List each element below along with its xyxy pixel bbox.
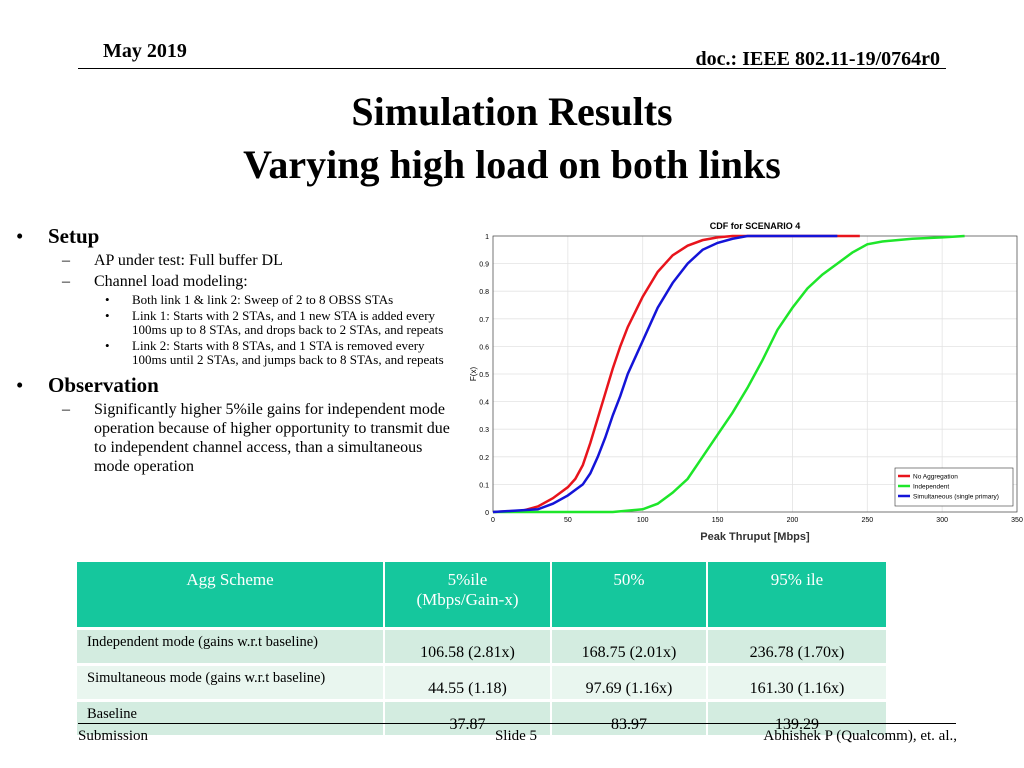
chart-title: CDF for SCENARIO 4 [710,221,801,231]
header-text: 5%ile (Mbps/Gain-x) [416,570,519,609]
y-tick-label: 0.6 [479,344,489,351]
y-tick-label: 0.7 [479,317,489,324]
table-cell: 139.29 [708,702,888,735]
table-cell: Independent mode (gains w.r.t baseline) [77,630,385,663]
table-row: Simultaneous mode (gains w.r.t baseline)… [77,666,888,699]
legend-label: Simultaneous (single primary) [913,494,999,501]
header-text: 50% [613,570,645,589]
sub-sub-bullet: Link 1: Starts with 2 STAs, and 1 new ST… [0,309,455,337]
y-tick-label: 0.3 [479,427,489,434]
y-tick-label: 0.2 [479,455,489,462]
sub-bullet: Channel load modeling: [0,272,455,291]
table-cell: 97.69 (1.16x) [552,666,708,699]
bullet: Setup [0,224,455,249]
sub-sub-bullet: Both link 1 & link 2: Sweep of 2 to 8 OB… [0,293,455,308]
doc-id: doc.: IEEE 802.11-19/0764r0 [695,48,940,70]
subtitle: Varying high load on both links [243,142,781,187]
cdf-line [492,234,860,514]
y-tick-label: 0.9 [479,262,489,269]
table-cell: 44.55 (1.18) [385,666,552,699]
table-cell: 168.75 (2.01x) [552,630,708,663]
table-cell: Simultaneous mode (gains w.r.t baseline) [77,666,385,699]
y-tick-label: 0.8 [479,289,489,296]
x-tick-label: 50 [564,517,572,524]
y-tick-label: 1 [485,234,489,241]
table-cell: 83.97 [552,702,708,735]
x-tick-label: 150 [712,517,724,524]
legend-label: Independent [913,484,949,491]
header-text: Agg Scheme [186,570,274,589]
y-tick-label: 0 [485,510,489,517]
x-tick-label: 250 [861,517,873,524]
header-rule [78,68,946,69]
y-tick-label: 0.4 [479,400,489,407]
y-axis-label: F(x) [470,367,478,382]
x-tick-label: 300 [936,517,948,524]
header-cell: Agg Scheme [77,562,385,627]
footer-rule [78,723,956,724]
footer-center: Slide 5 [494,728,538,744]
x-tick-label: 100 [637,517,649,524]
table-cell: Baseline [77,702,385,735]
x-tick-label: 350 [1011,517,1023,524]
sub-sub-bullet: Link 2: Starts with 8 STAs, and 1 STA is… [0,339,455,367]
header-text: 95% ile [770,570,824,589]
table-cell: 161.30 (1.16x) [708,666,888,699]
y-tick-label: 0.5 [479,372,489,379]
x-axis-label: Peak Thruput [Mbps] [700,531,810,543]
chart: CDF for SCENARIO 4 0 0.1 0.2 0.3 0.4 0.5 0.6 0.7… [470,221,1023,543]
table: Agg Scheme 5%ile (Mbps/Gain-x) 50% 95% ile I… [77,559,888,738]
cdf-line [493,234,965,514]
legend-label: No Aggregation [913,474,958,481]
table-row: Independent mode (gains w.r.t baseline) 1… [77,630,888,663]
y-tick-label: 0.1 [479,482,489,489]
footer-right: Abhishek P (Qualcomm), et. al., [763,728,957,744]
table-header: Agg Scheme 5%ile (Mbps/Gain-x) 50% 95% ile [77,562,888,627]
header-cell: 5%ile (Mbps/Gain-x) [385,562,552,627]
x-tick-label: 200 [787,517,799,524]
header-cell: 50% [552,562,708,627]
date: May 2019 [103,40,187,62]
x-tick-label: 0 [491,517,495,524]
header-cell: 95% ile [708,562,888,627]
bullet: Observation [0,373,455,398]
sub-bullet: Significantly higher 5%ile gains for ind… [0,400,455,476]
title: Simulation Results [351,89,673,134]
sub-bullet: AP under test: Full buffer DL [0,251,455,270]
legend-box [894,467,1014,507]
table-cell: 236.78 (1.70x) [708,630,888,663]
bullets: Setup AP under test: Full buffer DL Channe… [0,224,455,476]
cdf-line [492,234,838,514]
table-cell: 106.58 (2.81x) [385,630,552,663]
footer-left: Submission [78,728,149,744]
table-row: Baseline 37.87 83.97 139.29 [77,702,888,735]
table-cell: 37.87 [385,702,552,735]
